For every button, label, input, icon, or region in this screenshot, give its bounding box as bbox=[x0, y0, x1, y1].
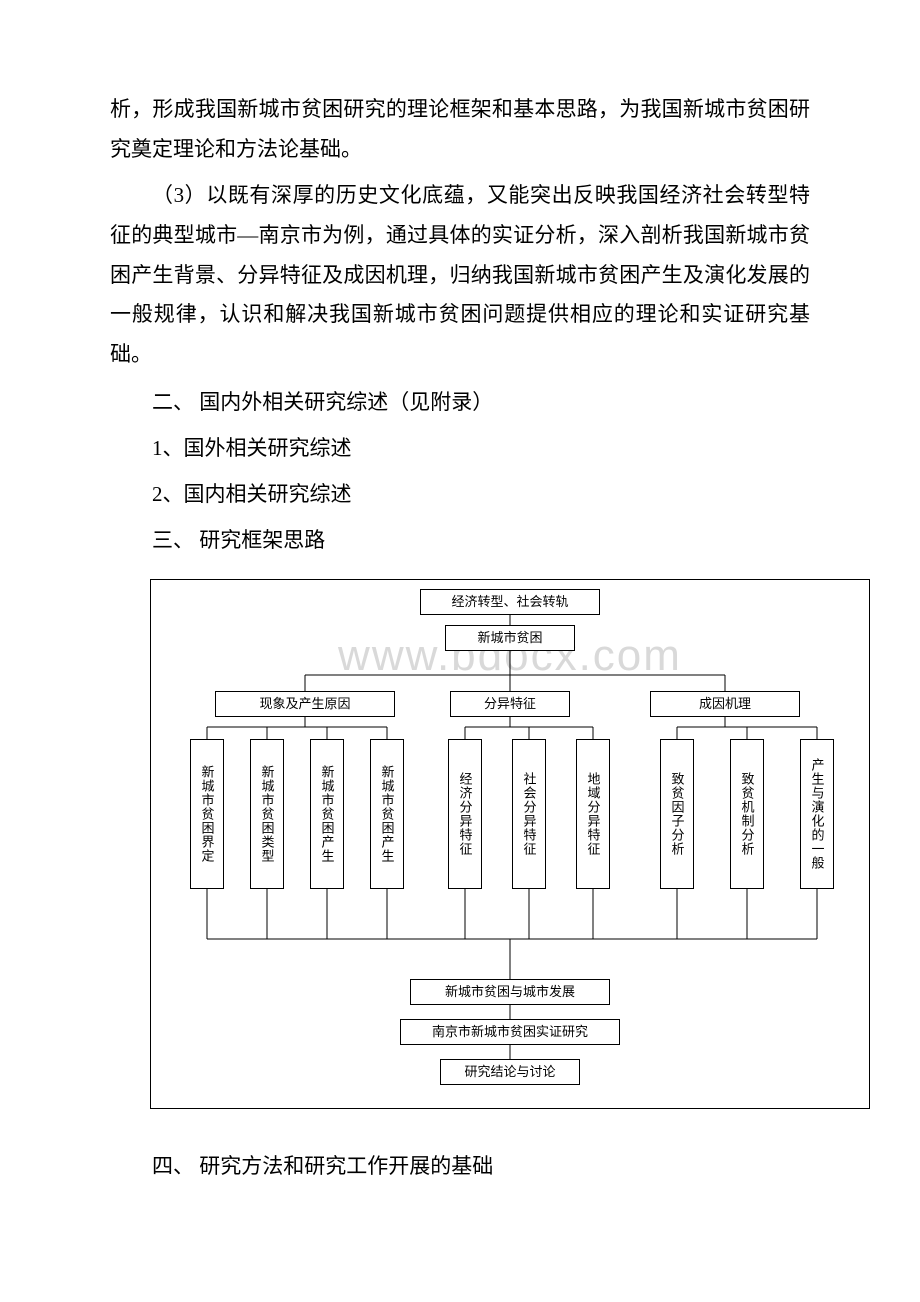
node-conclusion: 研究结论与讨论 bbox=[440, 1059, 580, 1085]
node-phenomena-causes: 现象及产生原因 bbox=[215, 691, 395, 717]
leaf-node-5: 社会分异特征 bbox=[512, 739, 546, 889]
framework-diagram: www.bdocx.com 经济转型、社会转轨新城市贫困现象及产生原因分异特征成… bbox=[150, 579, 870, 1109]
leaf-node-1: 新城市贫困类型 bbox=[250, 739, 284, 889]
leaf-node-6: 地域分异特征 bbox=[576, 739, 610, 889]
leaf-node-9: 产生与演化的一般 bbox=[800, 739, 834, 889]
leaf-node-4: 经济分异特征 bbox=[448, 739, 482, 889]
section-heading-2: 二、 国内外相关研究综述（见附录） bbox=[110, 381, 810, 423]
leaf-node-2: 新城市贫困产生 bbox=[310, 739, 344, 889]
paragraph-continuation: 析，形成我国新城市贫困研究的理论框架和基本思路，为我国新城市贫困研究奠定理论和方… bbox=[110, 90, 810, 170]
node-nanjing-empirical: 南京市新城市贫困实证研究 bbox=[400, 1019, 620, 1045]
leaf-node-8: 致贫机制分析 bbox=[730, 739, 764, 889]
leaf-node-7: 致贫因子分析 bbox=[660, 739, 694, 889]
node-mechanism: 成因机理 bbox=[650, 691, 800, 717]
section-heading-3: 三、 研究框架思路 bbox=[110, 519, 810, 561]
section-item-2-1: 1、国外相关研究综述 bbox=[110, 427, 810, 469]
section-heading-4: 四、 研究方法和研究工作开展的基础 bbox=[110, 1145, 810, 1187]
leaf-node-0: 新城市贫困界定 bbox=[190, 739, 224, 889]
paragraph-item-3: （3）以既有深厚的历史文化底蕴，又能突出反映我国经济社会转型特征的典型城市—南京… bbox=[110, 176, 810, 375]
leaf-node-3: 新城市贫困产生 bbox=[370, 739, 404, 889]
node-economic-transition: 经济转型、社会转轨 bbox=[420, 589, 600, 615]
node-new-urban-poverty: 新城市贫困 bbox=[445, 625, 575, 651]
section-item-2-2: 2、国内相关研究综述 bbox=[110, 473, 810, 515]
node-poverty-urban-dev: 新城市贫困与城市发展 bbox=[410, 979, 610, 1005]
node-differentiation: 分异特征 bbox=[450, 691, 570, 717]
